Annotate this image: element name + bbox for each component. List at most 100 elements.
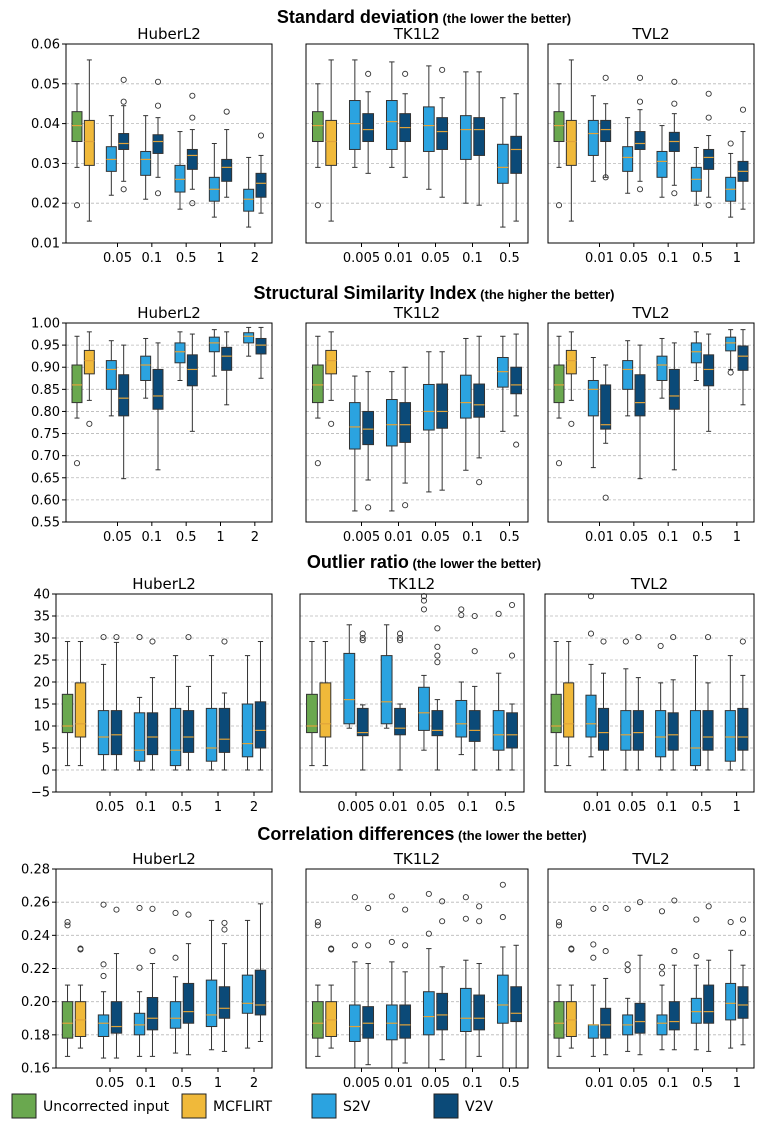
panel-frame [305,868,529,1069]
box-s2v [385,61,398,168]
box-iqr [563,682,575,738]
box-v2v [436,898,449,1061]
box-s2v [422,890,435,1069]
box-iqr [385,399,398,447]
box-iqr [492,710,505,751]
outlier-point [499,881,506,888]
outlier-point [365,70,372,77]
box-iqr [174,342,186,364]
outlier-point [396,630,404,637]
legend-label: Uncorrected input [43,1099,170,1115]
x-tick-label: 0.005 [343,530,380,545]
box-iqr [152,368,164,410]
box-v2v [431,625,444,771]
x-tick-label: 0.05 [96,1076,125,1091]
box-s2v [97,634,110,771]
chart-title: Correlation differences (the lower the b… [257,824,586,844]
x-tick-label: 0.5 [172,1076,193,1091]
chart-subtitle: (the higher the better) [477,287,615,302]
legend-item: V2V [433,1093,493,1119]
panel-title: HuberL2 [132,850,196,868]
x-tick-label: 0.05 [618,800,647,815]
chart-2: Structural Similarity Index (the higher … [31,283,755,545]
outlier-point [739,638,746,645]
box-iqr [473,117,486,156]
x-tick-label: 0.1 [658,1076,679,1091]
outlier-point [154,78,162,85]
box-iqr [186,148,198,170]
chart-title: Standard deviation (the lower the better… [277,7,571,27]
x-tick-label: 0.1 [462,251,483,266]
box-mcflirt [83,331,95,427]
x-tick-label: 0.005 [343,1076,380,1091]
box-iqr [146,997,159,1031]
box-iqr [380,655,393,725]
box-iqr [725,336,737,352]
box-iqr [348,1004,361,1042]
outlier-point [671,190,678,197]
chart-3: Outlier ratio (the lower the better) −5 0 5… [31,552,755,815]
outlier-point [658,963,666,970]
panel-tvl2: TVL2 0.01 0.05 0.1 0.5 1 [547,304,755,545]
box-iqr [587,1024,599,1039]
box-iqr [241,974,254,1014]
box-s2v [587,905,599,1057]
outlier-point [590,941,597,948]
box-iqr [208,336,220,353]
x-tick-label: 2 [250,800,258,815]
x-tick-label: 0.01 [384,251,413,266]
box-iqr [362,113,375,143]
box-v2v [255,326,267,379]
box-s2v [725,140,737,218]
box-s2v [496,97,509,228]
box-v2v [600,364,612,501]
box-iqr [690,342,702,364]
panel-title: TK1L2 [393,25,440,43]
outlier-point [100,961,107,968]
box-v2v [737,916,749,1046]
box-v2v [394,630,406,771]
box-iqr [241,703,254,758]
y-tick-label: 0.05 [31,77,60,92]
box-s2v [169,655,182,771]
box-iqr [510,135,523,174]
x-tick-label: 0.005 [337,800,374,815]
outlier-point [671,948,678,955]
box-iqr [724,710,736,762]
outlier-point [314,202,321,209]
outlier-point [351,942,358,949]
panel-frame [55,868,273,1069]
box-v2v [218,638,231,771]
box-v2v [668,342,680,471]
box-v2v [254,903,267,1042]
box-s2v [241,655,254,771]
outlier-point [221,926,228,933]
box-iqr [61,693,74,734]
box-iqr [436,992,449,1031]
outlier-point [458,612,465,619]
box-v2v [703,333,715,432]
x-tick-label: 0.5 [176,530,197,545]
outlier-point [476,918,483,925]
x-tick-label: 1 [733,251,741,266]
box-iqr [550,693,562,734]
box-iqr [496,143,509,184]
x-tick-label: 0.1 [141,530,162,545]
x-tick-label: 0.1 [141,251,162,266]
box-iqr [348,100,361,150]
outlier-point [508,601,516,609]
box-iqr [362,1006,375,1039]
box-mcflirt [74,641,87,767]
panel-title: TVL2 [631,304,669,322]
box-s2v [208,143,220,218]
y-tick-label: 0.95 [31,339,60,354]
box-v2v [399,906,412,1064]
x-tick-label: 0.05 [96,800,125,815]
box-iqr [71,111,83,143]
outlier-point [113,906,120,913]
outlier-point [590,905,597,912]
x-tick-label: 1 [216,251,224,266]
outlier-point [136,964,143,971]
box-s2v [725,919,737,1049]
outlier-point [636,74,644,81]
